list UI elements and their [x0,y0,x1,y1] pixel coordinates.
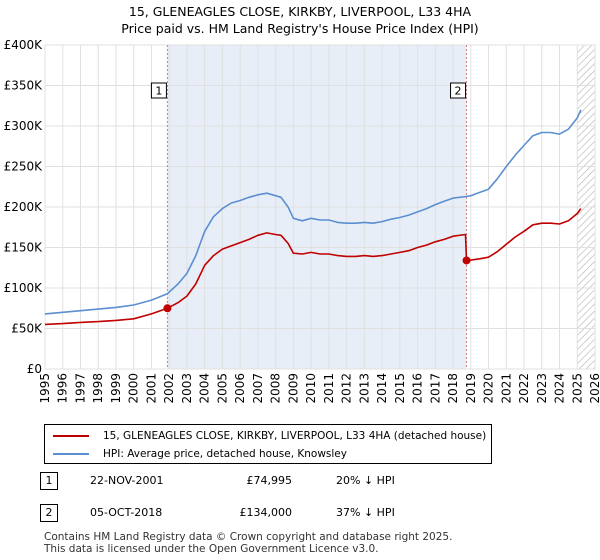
y-tick-label: £100K [4,281,44,295]
sale-label-box [450,82,467,99]
x-tick-label: 1997 [73,373,87,404]
series-lines [44,109,582,326]
sale-date: 05-OCT-2018 [90,506,163,519]
sale-row: 1 22-NOV-2001 £74,995 20% ↓ HPI [40,472,560,490]
x-tick-label: 2018 [446,373,460,404]
y-axis: £0 £50K £100K £150K £200K £250K £300K £350K £400… [4,38,44,376]
series-line [44,208,582,326]
x-tick-label: 2011 [322,373,336,404]
x-tick-label: 2022 [517,373,531,404]
x-tick-label: 2014 [375,373,389,404]
x-tick-label: 2001 [144,373,158,404]
legend-label-property: 15, GLENEAGLES CLOSE, KIRKBY, LIVERPOOL,… [103,430,487,442]
x-tick-label: 2025 [570,373,584,404]
chart-subtitle: Price paid vs. HM Land Registry's House … [121,21,478,36]
x-tick-label: 2023 [535,373,549,404]
x-tick-label: 2006 [233,373,247,404]
sale-label-box [150,82,167,99]
legend: 15, GLENEAGLES CLOSE, KIRKBY, LIVERPOOL,… [44,424,492,464]
x-tick-label: 2021 [499,373,513,404]
series-line [44,109,582,315]
x-tick-label: 2004 [198,373,212,404]
x-tick-label: 2010 [304,373,318,404]
x-tick-label: 2008 [269,373,283,404]
chart-title: 15, GLENEAGLES CLOSE, KIRKBY, LIVERPOOL,… [129,4,472,19]
y-tick-label: £200K [4,200,44,214]
x-tick-label: 2017 [428,373,442,404]
legend-item-hpi: HPI: Average price, detached house, Know… [53,446,347,462]
sale-label: 2 [455,85,462,98]
x-tick-label: 2019 [464,373,478,404]
y-tick-label: £50K [11,322,43,336]
x-tick-label: 2005 [215,373,229,404]
sale-row: 2 05-OCT-2018 £134,000 37% ↓ HPI [40,504,560,522]
sale-hpi-delta: 20% ↓ HPI [336,474,395,487]
sale-point [462,256,471,265]
y-tick-label: £150K [4,241,44,255]
legend-item-property: 15, GLENEAGLES CLOSE, KIRKBY, LIVERPOOL,… [53,428,486,444]
sale-price: £74,995 [246,474,293,487]
x-tick-label: 2026 [588,373,600,404]
footer: Contains HM Land Registry data © Crown c… [44,531,452,555]
sale-date: 22-NOV-2001 [90,474,164,487]
sale-number-badge: 1 [40,472,58,490]
footer-copyright: Contains HM Land Registry data © Crown c… [44,531,453,543]
x-tick-label: 1998 [91,373,105,404]
y-tick-label: £400K [4,38,44,52]
x-tick-label: 2020 [482,373,496,404]
x-tick-label: 1996 [56,373,70,404]
sale-hpi-delta: 37% ↓ HPI [336,506,395,519]
x-tick-label: 2002 [162,373,176,404]
legend-swatch-property [53,435,89,437]
x-tick-label: 2007 [251,373,265,404]
x-tick-label: 2000 [127,373,141,404]
sale-point [163,304,172,313]
x-tick-label: 1999 [109,373,123,404]
y-tick-label: £250K [4,160,44,174]
y-tick-label: £0 [27,362,42,376]
x-tick-label: 2024 [553,373,567,404]
legend-label-hpi: HPI: Average price, detached house, Know… [103,448,347,460]
x-tick-label: 2009 [286,373,300,404]
x-tick-label: 1995 [38,373,52,404]
x-tick-label: 2012 [340,373,354,404]
x-tick-label: 2016 [411,373,425,404]
sale-number-badge: 2 [40,504,58,522]
y-tick-label: £300K [4,119,44,133]
footer-licence: This data is licensed under the Open Gov… [44,543,379,555]
x-axis: 1995 1996 1997 1998 1999 2000 2001 2002 2003 2004… [38,373,600,404]
x-tick-label: 2013 [357,373,371,404]
sale-label: 1 [155,85,162,98]
x-tick-label: 2015 [393,373,407,404]
y-tick-label: £350K [4,79,44,93]
sale-price: £134,000 [239,506,293,519]
legend-swatch-hpi [53,453,89,455]
x-tick-label: 2003 [180,373,194,404]
price-chart: 15, GLENEAGLES CLOSE, KIRKBY, LIVERPOOL,… [4,4,600,404]
